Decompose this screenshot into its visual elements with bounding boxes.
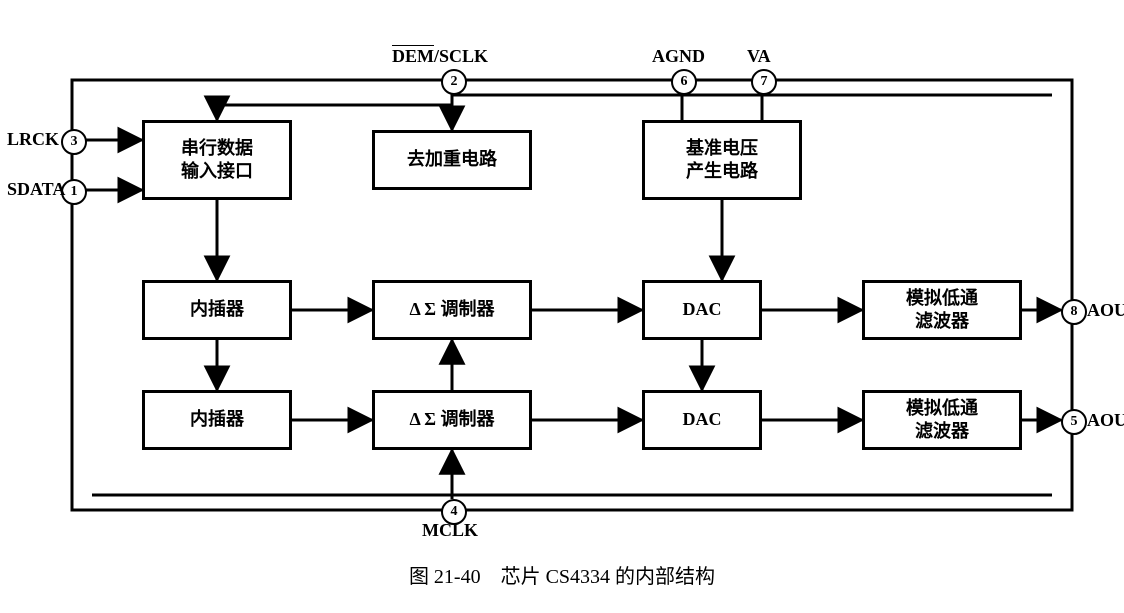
pin-label-7: VA [747, 46, 771, 67]
pin-label-1: SDATA [7, 179, 65, 200]
pin-label-6: AGND [652, 46, 705, 67]
block-dsmod2: Δ Σ 调制器 [372, 390, 532, 450]
pin-label-3: LRCK [7, 129, 59, 150]
block-interp2: 内插器 [142, 390, 292, 450]
pin-label-5: AOUTR [1087, 410, 1124, 431]
pin-5: 5 [1061, 409, 1087, 435]
block-interp1: 内插器 [142, 280, 292, 340]
pin-2: 2 [441, 69, 467, 95]
block-dac1: DAC [642, 280, 762, 340]
block-lpf1: 模拟低通滤波器 [862, 280, 1022, 340]
figure-caption: 图 21-40 芯片 CS4334 的内部结构 [22, 560, 1102, 589]
pin-3: 3 [61, 129, 87, 155]
block-vref: 基准电压产生电路 [642, 120, 802, 200]
pin-label-2: DEM/SCLK [392, 46, 488, 67]
block-serial_in: 串行数据输入接口 [142, 120, 292, 200]
pin-label-4: MCLK [422, 520, 478, 541]
block-lpf2: 模拟低通滤波器 [862, 390, 1022, 450]
pin-label-8: AOUTL [1087, 300, 1124, 321]
block-dsmod1: Δ Σ 调制器 [372, 280, 532, 340]
block-dac2: DAC [642, 390, 762, 450]
pin-7: 7 [751, 69, 777, 95]
block-diagram: 串行数据输入接口去加重电路基准电压产生电路内插器内插器Δ Σ 调制器Δ Σ 调制… [22, 20, 1102, 590]
block-deemph: 去加重电路 [372, 130, 532, 190]
pin-8: 8 [1061, 299, 1087, 325]
pin-6: 6 [671, 69, 697, 95]
